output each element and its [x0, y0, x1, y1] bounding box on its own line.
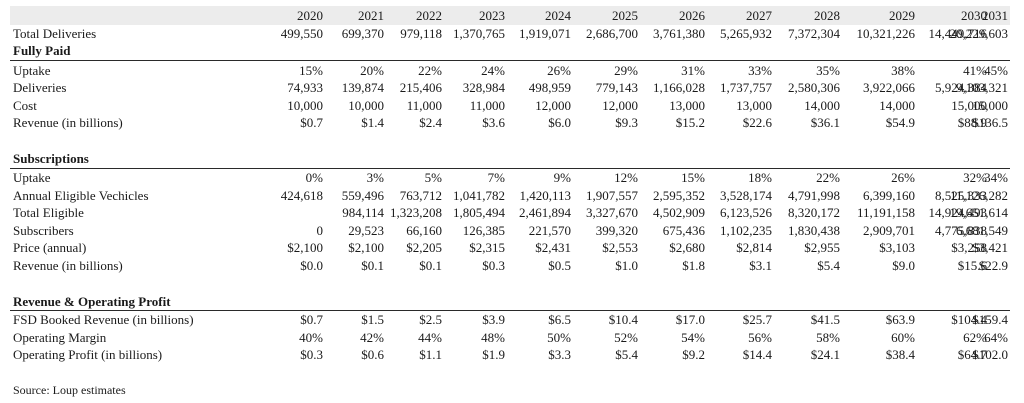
table-cell: 14,000: [835, 97, 915, 114]
year-header-cell: 2031: [928, 7, 1008, 24]
year-header-cell: 2028: [760, 7, 840, 24]
table-cell: $24.1: [760, 346, 840, 363]
table-cell: $102.0: [928, 346, 1008, 363]
subscriptions-row-price-annual: Price (annual) $2,100 $2,100 $2,205 $2,315 $2…: [10, 239, 1010, 256]
row-label: Total Deliveries: [13, 25, 96, 42]
row-label: Cost: [13, 97, 37, 114]
section-title-revenue-operating-profit: Revenue & Operating Profit: [10, 293, 1010, 310]
table-cell: 38%: [835, 62, 915, 79]
subscriptions-row-uptake: Uptake 0% 3% 5% 7% 9% 12% 15% 18% 22% 26% 32% 34%: [10, 169, 1010, 186]
table-cell: 9,103,321: [928, 79, 1008, 96]
table-cell: 6,399,160: [835, 187, 915, 204]
row-label: Operating Profit (in billions): [13, 346, 162, 363]
table-cell: 11,191,158: [835, 204, 915, 221]
subscriptions-row-subscribers: Subscribers 0 29,523 66,160 126,385 221,570 39…: [10, 222, 1010, 239]
source-note: Source: Loup estimates: [13, 383, 126, 398]
section-title: Revenue & Operating Profit: [13, 293, 171, 310]
table-cell: 6,681,549: [928, 222, 1008, 239]
row-label: FSD Booked Revenue (in billions): [13, 311, 194, 328]
table-cell: 2,909,701: [835, 222, 915, 239]
year-header-row: 2020 2021 2022 2023 2024 2025 2026 2027 2028 2029…: [10, 7, 1010, 24]
section-title: Subscriptions: [13, 150, 89, 167]
subscriptions-row-total-eligible: Total Eligible 984,114 1,323,208 1,805,494 2…: [10, 204, 1010, 221]
table-cell: $41.5: [760, 311, 840, 328]
section-rule-fully-paid: [10, 60, 1010, 61]
revenue-row-fsd-booked-revenue-in-billions: FSD Booked Revenue (in billions) $0.7 $1.5…: [10, 311, 1010, 328]
row-label: Total Eligible: [13, 204, 84, 221]
table-cell: $63.9: [835, 311, 915, 328]
row-label: Price (annual): [13, 239, 86, 256]
table-cell: 1,830,438: [760, 222, 840, 239]
table-cell: $38.4: [835, 346, 915, 363]
row-label: Annual Eligible Vechicles: [13, 187, 149, 204]
section-title-subscriptions: Subscriptions: [10, 150, 1010, 167]
total-deliveries-row: Total Deliveries 499,550 699,370 979,118 1,3…: [10, 25, 1010, 42]
table-cell: 45%: [928, 62, 1008, 79]
row-label: Subscribers: [13, 222, 74, 239]
fully-paid-row-cost: Cost 10,000 10,000 11,000 11,000 12,000 12,000…: [10, 97, 1010, 114]
table-cell: 14,000: [760, 97, 840, 114]
table-cell: 60%: [835, 329, 915, 346]
table-cell: 26%: [835, 169, 915, 186]
revenue-row-operating-profit-in-billions: Operating Profit (in billions) $0.3 $0.6 $1…: [10, 346, 1010, 363]
table-cell: $9.0: [835, 257, 915, 274]
row-label: Uptake: [13, 62, 51, 79]
table-cell: 34%: [928, 169, 1008, 186]
table-cell: 10,321,226: [835, 25, 915, 42]
table-cell: 58%: [760, 329, 840, 346]
table-cell: 15,000: [928, 97, 1008, 114]
table-cell: 11,126,282: [928, 187, 1008, 204]
table-cell: 8,320,172: [760, 204, 840, 221]
section-title-fully-paid: Fully Paid: [10, 42, 1010, 59]
fully-paid-row-uptake: Uptake 15% 20% 22% 24% 26% 29% 31% 33% 35% 38% 41% 4…: [10, 62, 1010, 79]
section-title: Fully Paid: [13, 42, 70, 59]
table-cell: 19,651,614: [928, 204, 1008, 221]
table-cell: $136.5: [928, 114, 1008, 131]
table-cell: $3,103: [835, 239, 915, 256]
row-label: Uptake: [13, 169, 51, 186]
subscriptions-row-revenue-in-billions: Revenue (in billions) $0.0 $0.1 $0.1 $0.3 $0.…: [10, 257, 1010, 274]
revenue-row-operating-margin: Operating Margin 40% 42% 44% 48% 50% 52% 54% 56%…: [10, 329, 1010, 346]
table-cell: 2,580,306: [760, 79, 840, 96]
row-label: Operating Margin: [13, 329, 106, 346]
table-cell: 4,791,998: [760, 187, 840, 204]
year-header-cell: 2029: [835, 7, 915, 24]
table-cell: 3,922,066: [835, 79, 915, 96]
subscriptions-row-annual-eligible-vechicles: Annual Eligible Vechicles 424,618 559,496 7…: [10, 187, 1010, 204]
table-cell: 20,229,603: [928, 25, 1008, 42]
table-cell: $159.4: [928, 311, 1008, 328]
fully-paid-row-deliveries: Deliveries 74,933 139,874 215,406 328,984 498…: [10, 79, 1010, 96]
table-cell: $5.4: [760, 257, 840, 274]
table-cell: $3,421: [928, 239, 1008, 256]
fully-paid-row-revenue-in-billions: Revenue (in billions) $0.7 $1.4 $2.4 $3.6 $6.…: [10, 114, 1010, 131]
table-cell: $36.1: [760, 114, 840, 131]
table-cell: $22.9: [928, 257, 1008, 274]
table-cell: 22%: [760, 169, 840, 186]
row-label: Deliveries: [13, 79, 66, 96]
table-cell: $54.9: [835, 114, 915, 131]
table-cell: $2,955: [760, 239, 840, 256]
table-cell: 64%: [928, 329, 1008, 346]
table-cell: 35%: [760, 62, 840, 79]
row-label: Revenue (in billions): [13, 257, 123, 274]
table-cell: 7,372,304: [760, 25, 840, 42]
row-label: Revenue (in billions): [13, 114, 123, 131]
